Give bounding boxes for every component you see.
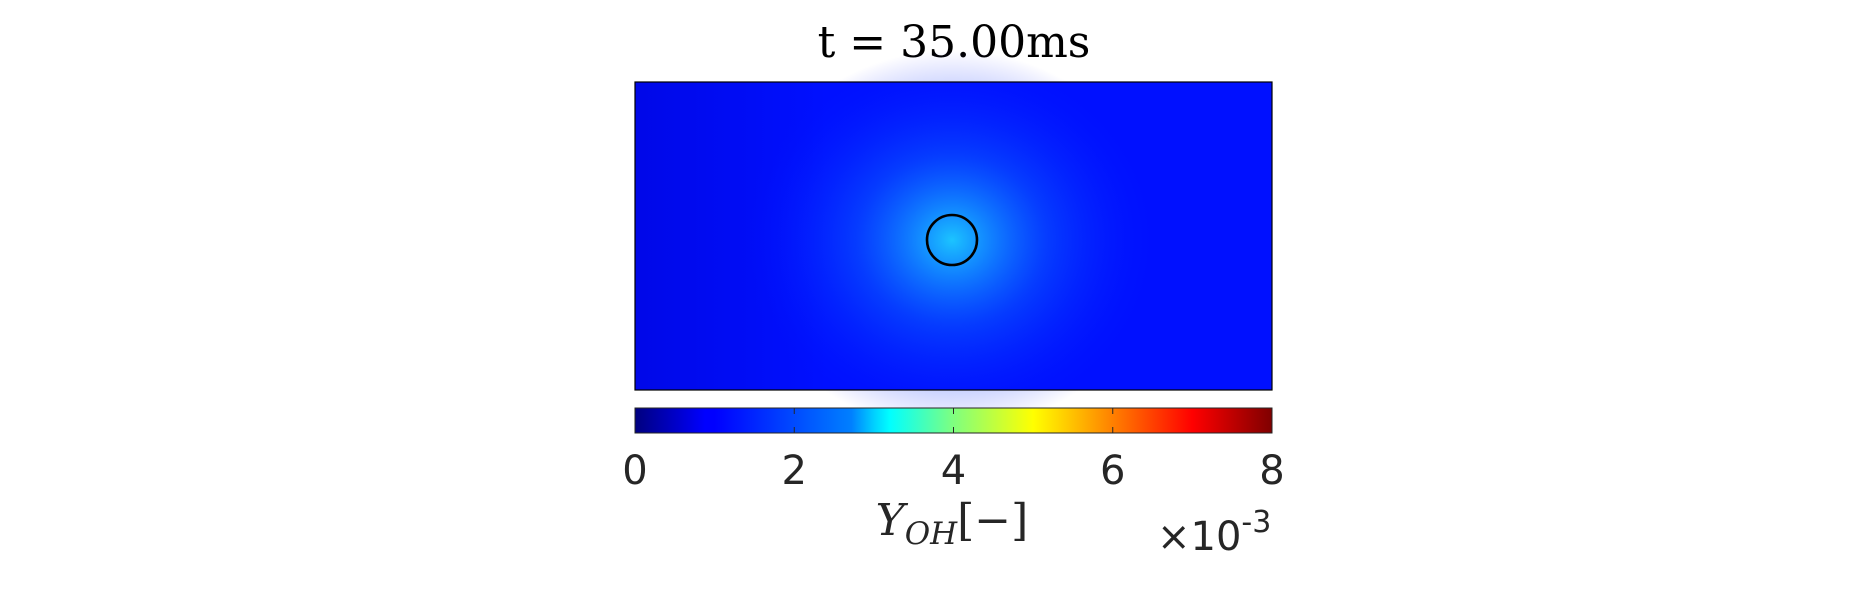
colorbar-tick-label: 4 xyxy=(941,448,966,494)
flame-glow xyxy=(742,50,1162,430)
heatmap-field xyxy=(634,50,1273,430)
colorbar-multiplier-exponent: -3 xyxy=(1241,505,1271,540)
colorbar-tick-labels: 0 2 4 6 8 xyxy=(622,448,1284,494)
colorbar-tick-label: 0 xyxy=(622,448,647,494)
colorbar-label: YOH[−] xyxy=(876,495,1029,552)
colorbar-label-unit: [−] xyxy=(957,495,1028,546)
colorbar-tick-label: 6 xyxy=(1100,448,1125,494)
colorbar-multiplier: ×10-3 xyxy=(1157,505,1271,560)
flame-contour xyxy=(925,213,979,267)
colorbar-ticks xyxy=(793,408,1114,433)
field-frame xyxy=(634,81,1273,391)
colorbar-label-sub: OH xyxy=(905,516,958,552)
colorbar-tick-label: 2 xyxy=(782,448,807,494)
colorbar-tick-label: 8 xyxy=(1259,448,1284,494)
colorbar-multiplier-prefix: ×10 xyxy=(1157,514,1241,560)
colorbar-label-main: Y xyxy=(876,495,909,546)
colorbar: 0 2 4 6 8 YOH[−] ×10-3 xyxy=(622,407,1285,560)
